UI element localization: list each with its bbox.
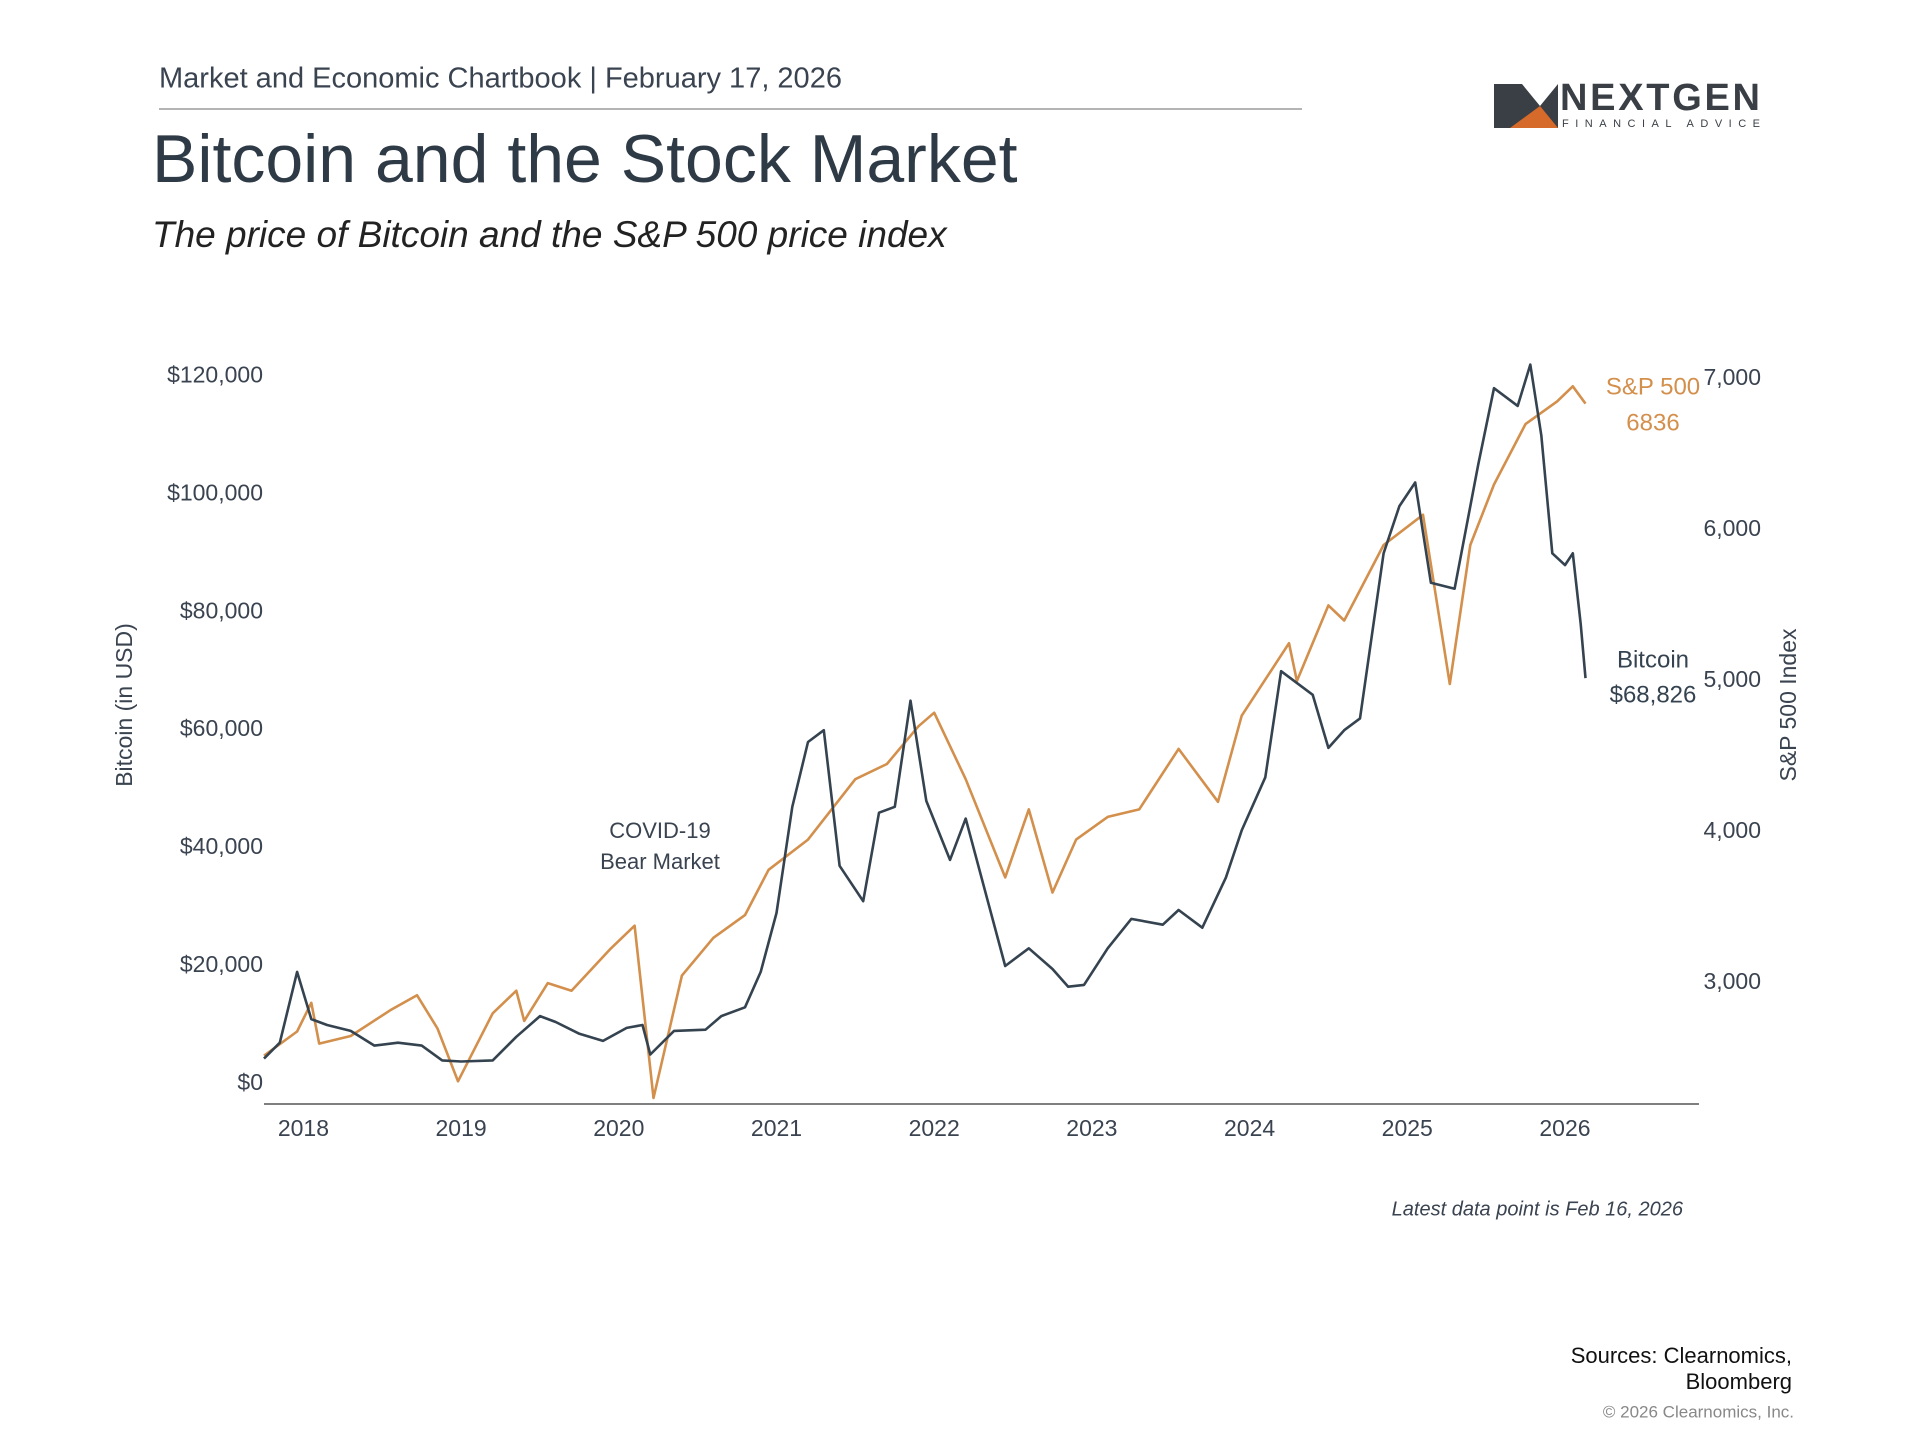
logo-name: NEXTGEN [1560,77,1760,119]
y-tick-label: $80,000 [180,597,263,623]
header: Market and Economic Chartbook | February… [159,63,842,95]
y-tick-label: $20,000 [180,951,263,977]
y2-tick-label: 7,000 [1703,364,1761,390]
x-tick-label: 2020 [593,1115,644,1141]
y2-tick-label: 5,000 [1703,666,1761,692]
x-tick-label: 2021 [751,1115,802,1141]
copyright: © 2026 Clearnomics, Inc. [1603,1402,1794,1421]
series-line [263,385,1587,1100]
y-tick-label: $40,000 [180,833,263,859]
series-last-value: $68,826 [1610,681,1697,708]
y-tick-label: $120,000 [167,361,263,387]
y-tick-label: $60,000 [180,715,263,741]
x-tick-label: 2023 [1066,1115,1117,1141]
sources: Bloomberg [1686,1369,1792,1394]
series-last-value: 6836 [1626,409,1679,436]
logo-mark-accent [1510,106,1558,128]
y2-tick-label: 4,000 [1703,817,1761,843]
logo-tagline: FINANCIAL ADVICE [1562,118,1760,130]
y2-tick-label: 3,000 [1703,968,1761,994]
x-tick-label: 2025 [1382,1115,1433,1141]
series-line [263,363,1587,1063]
y-tick-label: $0 [237,1069,263,1095]
data-note: Latest data point is Feb 16, 2026 [1392,1198,1684,1220]
y-tick-label: $100,000 [167,479,263,505]
chart-subtitle: The price of Bitcoin and the S&P 500 pri… [152,214,948,255]
y2-tick-label: 6,000 [1703,515,1761,541]
sources: Sources: Clearnomics, [1571,1343,1792,1368]
annotation: Bear Market [600,849,720,874]
y2-axis-title: S&P 500 Index [1775,628,1801,782]
logo: NEXTGEN FINANCIAL ADVICE [1494,77,1760,130]
series-label: Bitcoin [1617,646,1689,673]
annotation: COVID-19 [609,818,710,843]
x-tick-label: 2026 [1539,1115,1590,1141]
x-tick-label: 2024 [1224,1115,1275,1141]
y-axis-title: Bitcoin (in USD) [111,623,137,787]
x-tick-label: 2019 [436,1115,487,1141]
x-tick-label: 2018 [278,1115,329,1141]
chart-title: Bitcoin and the Stock Market [152,121,1018,197]
series-label: S&P 500 [1606,373,1700,400]
x-tick-label: 2022 [909,1115,960,1141]
